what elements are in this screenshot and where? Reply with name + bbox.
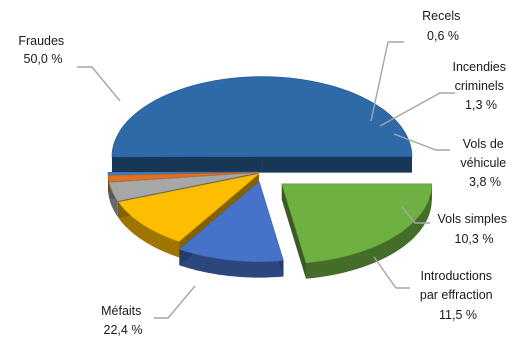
pie-slice-m-faits <box>281 183 433 264</box>
leader-incendies <box>379 92 455 127</box>
slice-labels: Fraudes 50,0 % Recels 0,6 % Incendies cr… <box>18 9 511 337</box>
leader-introductions <box>373 256 410 289</box>
pie-slice-wall-0 <box>281 183 306 279</box>
leader-vols-vehicule <box>393 133 450 151</box>
label-incendies: Incendies criminels 1,3 % <box>453 60 510 112</box>
label-introductions: Introductions par effraction 11,5 % <box>420 269 496 322</box>
label-vols-vehicule: Vols de véhicule 3,8 % <box>460 137 509 189</box>
pie-slice-tops <box>107 76 433 264</box>
pie-slice-vols-de-v-hicule <box>108 172 259 202</box>
pie-slice-vols-simples <box>118 173 260 242</box>
pie-slice-incendies-criminels <box>107 171 259 183</box>
pie-slice-wall-1 <box>111 156 262 173</box>
pie-slice-introductions-par-effraction <box>178 181 284 262</box>
pie-slice-side-vols-simples <box>118 202 180 258</box>
leader-fraudes <box>77 66 121 102</box>
label-fraudes: Fraudes 50,0 % <box>18 34 67 66</box>
pie-slice-wall-0 <box>261 156 412 173</box>
label-recels: Recels 0,6 % <box>422 9 464 43</box>
pie-slice-fraudes <box>111 76 413 158</box>
leader-recels <box>370 41 404 122</box>
leader-vols-simples <box>401 206 430 224</box>
pie-slices <box>107 76 433 279</box>
pie-slice-side-m-faits <box>306 183 432 279</box>
label-mefaits: Méfaits 22,4 % <box>101 304 145 337</box>
leader-lines <box>77 41 455 319</box>
leader-mefaits <box>154 285 196 319</box>
label-vols-simples: Vols simples 10,3 % <box>438 212 511 246</box>
